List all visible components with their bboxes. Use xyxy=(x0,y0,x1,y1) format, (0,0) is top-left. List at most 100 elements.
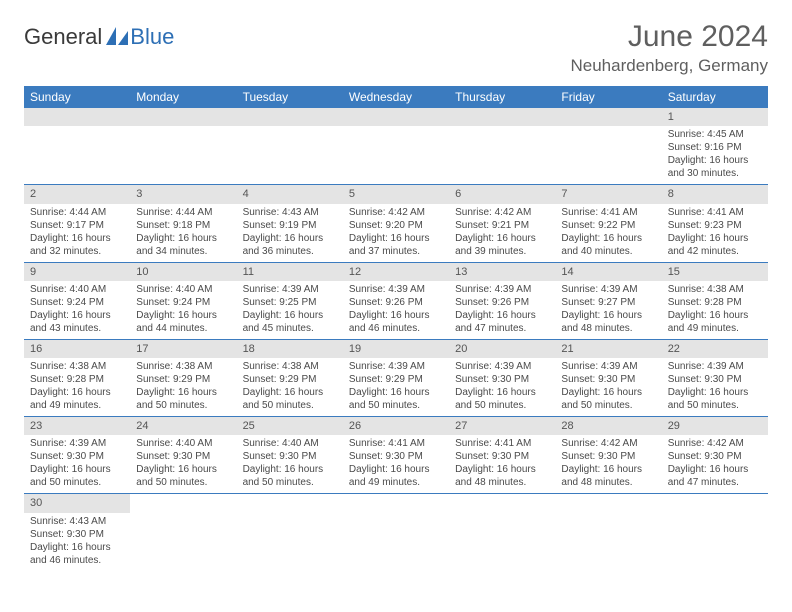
sunrise-line: Sunrise: 4:38 AM xyxy=(243,360,337,373)
daylight-line: Daylight: 16 hours and 48 minutes. xyxy=(561,463,655,489)
sunrise-line: Sunrise: 4:45 AM xyxy=(668,128,762,141)
day-cell xyxy=(237,494,343,571)
day-cell: 5Sunrise: 4:42 AMSunset: 9:20 PMDaylight… xyxy=(343,185,449,262)
day-cell: 3Sunrise: 4:44 AMSunset: 9:18 PMDaylight… xyxy=(130,185,236,262)
day-number: 30 xyxy=(24,494,130,512)
sunset-line: Sunset: 9:30 PM xyxy=(668,373,762,386)
daylight-line: Daylight: 16 hours and 50 minutes. xyxy=(243,386,337,412)
day-number: 21 xyxy=(555,340,661,358)
sunrise-line: Sunrise: 4:39 AM xyxy=(668,360,762,373)
daylight-line: Daylight: 16 hours and 49 minutes. xyxy=(668,309,762,335)
day-number: 27 xyxy=(449,417,555,435)
daylight-line: Daylight: 16 hours and 44 minutes. xyxy=(136,309,230,335)
day-cell xyxy=(343,494,449,571)
week-row: 16Sunrise: 4:38 AMSunset: 9:28 PMDayligh… xyxy=(24,339,768,416)
daylight-line: Daylight: 16 hours and 48 minutes. xyxy=(455,463,549,489)
day-cell: 26Sunrise: 4:41 AMSunset: 9:30 PMDayligh… xyxy=(343,417,449,494)
sunrise-line: Sunrise: 4:41 AM xyxy=(349,437,443,450)
day-number: 1 xyxy=(662,108,768,126)
day-cell: 20Sunrise: 4:39 AMSunset: 9:30 PMDayligh… xyxy=(449,339,555,416)
daylight-line: Daylight: 16 hours and 47 minutes. xyxy=(668,463,762,489)
day-number: 16 xyxy=(24,340,130,358)
sunrise-line: Sunrise: 4:44 AM xyxy=(136,206,230,219)
day-header: Saturday xyxy=(662,86,768,108)
sunrise-line: Sunrise: 4:39 AM xyxy=(349,283,443,296)
daylight-line: Daylight: 16 hours and 50 minutes. xyxy=(455,386,549,412)
sunrise-line: Sunrise: 4:40 AM xyxy=(136,437,230,450)
day-cell: 19Sunrise: 4:39 AMSunset: 9:29 PMDayligh… xyxy=(343,339,449,416)
title-block: June 2024 Neuhardenberg, Germany xyxy=(570,20,768,76)
sunrise-line: Sunrise: 4:39 AM xyxy=(455,283,549,296)
day-number: 28 xyxy=(555,417,661,435)
sunrise-line: Sunrise: 4:41 AM xyxy=(561,206,655,219)
day-number: 26 xyxy=(343,417,449,435)
day-cell xyxy=(662,494,768,571)
day-number: 25 xyxy=(237,417,343,435)
day-cell xyxy=(555,108,661,185)
day-number: 6 xyxy=(449,185,555,203)
day-number: 13 xyxy=(449,263,555,281)
day-cell: 21Sunrise: 4:39 AMSunset: 9:30 PMDayligh… xyxy=(555,339,661,416)
day-cell: 12Sunrise: 4:39 AMSunset: 9:26 PMDayligh… xyxy=(343,262,449,339)
day-number: 9 xyxy=(24,263,130,281)
logo: General Blue xyxy=(24,24,174,50)
daylight-line: Daylight: 16 hours and 50 minutes. xyxy=(243,463,337,489)
sunset-line: Sunset: 9:24 PM xyxy=(136,296,230,309)
day-number: 10 xyxy=(130,263,236,281)
daylight-line: Daylight: 16 hours and 32 minutes. xyxy=(30,232,124,258)
sunrise-line: Sunrise: 4:44 AM xyxy=(30,206,124,219)
day-cell: 8Sunrise: 4:41 AMSunset: 9:23 PMDaylight… xyxy=(662,185,768,262)
day-header: Monday xyxy=(130,86,236,108)
day-cell: 18Sunrise: 4:38 AMSunset: 9:29 PMDayligh… xyxy=(237,339,343,416)
sunrise-line: Sunrise: 4:42 AM xyxy=(455,206,549,219)
empty-daynum xyxy=(449,108,555,126)
day-cell: 17Sunrise: 4:38 AMSunset: 9:29 PMDayligh… xyxy=(130,339,236,416)
week-row: 23Sunrise: 4:39 AMSunset: 9:30 PMDayligh… xyxy=(24,417,768,494)
day-cell: 23Sunrise: 4:39 AMSunset: 9:30 PMDayligh… xyxy=(24,417,130,494)
daylight-line: Daylight: 16 hours and 45 minutes. xyxy=(243,309,337,335)
daylight-line: Daylight: 16 hours and 43 minutes. xyxy=(30,309,124,335)
sunrise-line: Sunrise: 4:42 AM xyxy=(668,437,762,450)
day-number: 24 xyxy=(130,417,236,435)
day-cell xyxy=(130,108,236,185)
sunrise-line: Sunrise: 4:39 AM xyxy=(561,283,655,296)
day-header: Tuesday xyxy=(237,86,343,108)
day-number: 12 xyxy=(343,263,449,281)
day-cell xyxy=(449,108,555,185)
daylight-line: Daylight: 16 hours and 40 minutes. xyxy=(561,232,655,258)
sunset-line: Sunset: 9:29 PM xyxy=(349,373,443,386)
sunrise-line: Sunrise: 4:42 AM xyxy=(349,206,443,219)
title-location: Neuhardenberg, Germany xyxy=(570,56,768,76)
sunset-line: Sunset: 9:22 PM xyxy=(561,219,655,232)
sunset-line: Sunset: 9:19 PM xyxy=(243,219,337,232)
sunset-line: Sunset: 9:20 PM xyxy=(349,219,443,232)
sunset-line: Sunset: 9:26 PM xyxy=(349,296,443,309)
sunset-line: Sunset: 9:28 PM xyxy=(30,373,124,386)
week-row: 1Sunrise: 4:45 AMSunset: 9:16 PMDaylight… xyxy=(24,108,768,185)
day-cell xyxy=(237,108,343,185)
day-number: 4 xyxy=(237,185,343,203)
sunrise-line: Sunrise: 4:40 AM xyxy=(136,283,230,296)
day-cell: 25Sunrise: 4:40 AMSunset: 9:30 PMDayligh… xyxy=(237,417,343,494)
day-cell: 15Sunrise: 4:38 AMSunset: 9:28 PMDayligh… xyxy=(662,262,768,339)
sunrise-line: Sunrise: 4:40 AM xyxy=(243,437,337,450)
sunset-line: Sunset: 9:30 PM xyxy=(30,528,124,541)
day-header: Wednesday xyxy=(343,86,449,108)
week-row: 2Sunrise: 4:44 AMSunset: 9:17 PMDaylight… xyxy=(24,185,768,262)
day-number: 3 xyxy=(130,185,236,203)
sunset-line: Sunset: 9:29 PM xyxy=(243,373,337,386)
sunset-line: Sunset: 9:17 PM xyxy=(30,219,124,232)
sunset-line: Sunset: 9:29 PM xyxy=(136,373,230,386)
daylight-line: Daylight: 16 hours and 50 minutes. xyxy=(136,463,230,489)
daylight-line: Daylight: 16 hours and 34 minutes. xyxy=(136,232,230,258)
sunset-line: Sunset: 9:24 PM xyxy=(30,296,124,309)
sunrise-line: Sunrise: 4:39 AM xyxy=(561,360,655,373)
daylight-line: Daylight: 16 hours and 50 minutes. xyxy=(136,386,230,412)
day-cell: 6Sunrise: 4:42 AMSunset: 9:21 PMDaylight… xyxy=(449,185,555,262)
day-cell xyxy=(555,494,661,571)
empty-daynum xyxy=(237,108,343,126)
sunset-line: Sunset: 9:30 PM xyxy=(30,450,124,463)
day-number: 2 xyxy=(24,185,130,203)
daylight-line: Daylight: 16 hours and 50 minutes. xyxy=(561,386,655,412)
sunrise-line: Sunrise: 4:38 AM xyxy=(30,360,124,373)
